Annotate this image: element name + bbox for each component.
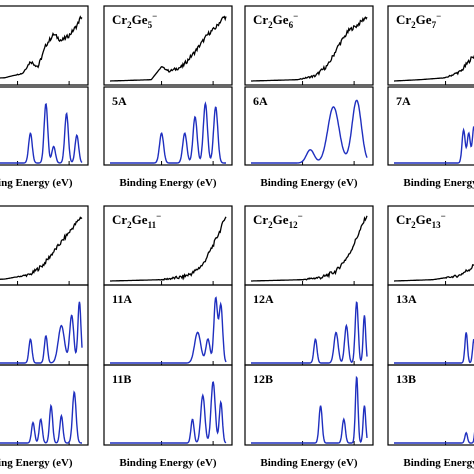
panel-title: Cr2Ge7− (396, 11, 441, 30)
simulated-spectrum (394, 431, 474, 444)
panel-frame (0, 5, 89, 86)
simulated-spectrum (394, 126, 474, 164)
simulated-spectrum (110, 101, 226, 164)
experimental-spectrum (251, 16, 368, 82)
isomer-label: 12A (253, 292, 274, 306)
x-axis-label: Binding Energy (eV) (0, 177, 73, 189)
isomer-label: 7A (396, 94, 411, 108)
simulated-spectrum (251, 375, 368, 444)
panel-frame (244, 86, 374, 166)
simulated-spectrum (0, 301, 83, 364)
panel-title: Cr2Ge5− (112, 11, 157, 30)
panel-title: Cr2Ge13− (396, 211, 446, 230)
panel-frame (0, 86, 89, 166)
x-axis-label: Binding Energy (eV) (119, 177, 217, 189)
simulated-spectrum (0, 390, 82, 444)
panel-frame (103, 86, 233, 166)
experimental-spectrum (251, 215, 368, 282)
isomer-label: 13B (396, 372, 416, 386)
simulated-spectrum (251, 301, 368, 364)
experimental-spectrum (0, 15, 83, 79)
panel-frame (387, 5, 474, 86)
isomer-label: 12B (253, 372, 273, 386)
panel-frame (387, 86, 474, 166)
x-axis-label: Binding Energy (eV) (260, 177, 358, 189)
experimental-spectrum (394, 54, 474, 82)
isomer-label: 11A (112, 292, 132, 306)
isomer-label: 13A (396, 292, 417, 306)
panel-title: Cr2Ge6− (253, 11, 298, 30)
x-axis-label: Binding Energy (eV) (403, 177, 474, 189)
experimental-spectrum (110, 216, 227, 282)
panel-frame (103, 364, 233, 446)
experimental-spectrum (0, 216, 83, 280)
x-axis-label: Binding Energy (eV) (119, 457, 217, 469)
simulated-spectrum (0, 102, 83, 164)
simulated-spectrum (110, 296, 227, 364)
panel-title: Cr2Ge11− (112, 211, 161, 230)
x-axis-label: Binding Energy (eV) (403, 457, 474, 469)
panel-frame (244, 364, 374, 446)
panel-frame (387, 364, 474, 446)
isomer-label: 11B (112, 372, 131, 386)
simulated-spectrum (110, 381, 227, 444)
panel-frame (244, 5, 374, 86)
panel-frame (0, 205, 89, 286)
panel-title: Cr2Ge12− (253, 211, 303, 230)
simulated-spectrum (394, 332, 474, 364)
x-axis-label: Binding Energy (eV) (0, 457, 73, 469)
experimental-spectrum (110, 15, 227, 82)
simulated-spectrum (251, 99, 368, 164)
isomer-label: 6A (253, 94, 268, 108)
panel-frame (0, 364, 89, 446)
isomer-label: 5A (112, 94, 127, 108)
panel-frame (103, 5, 233, 86)
experimental-spectrum (394, 263, 474, 282)
x-axis-label: Binding Energy (eV) (260, 457, 358, 469)
